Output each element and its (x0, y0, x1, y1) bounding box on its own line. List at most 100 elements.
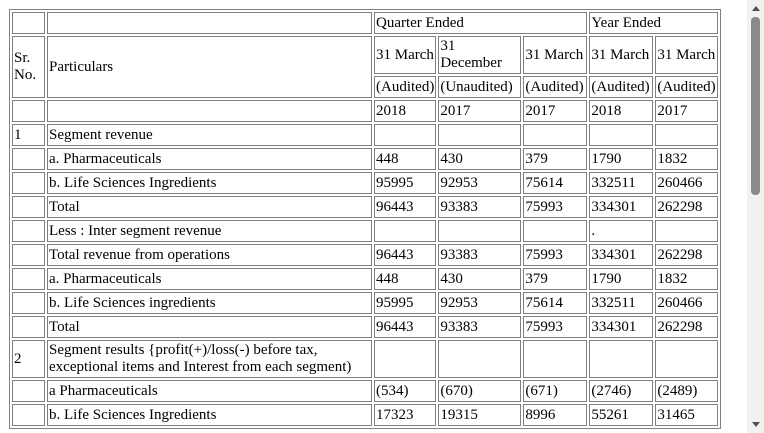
value-cell: 334301 (589, 316, 654, 338)
value-cell: 262298 (655, 196, 718, 218)
header-row-dates: Sr. No. Particulars 31 March 31 December… (12, 36, 718, 98)
value-cell: 92953 (438, 172, 522, 194)
sr-no-cell (12, 292, 45, 314)
value-cell: 334301 (589, 244, 654, 266)
sr-no-cell (12, 380, 45, 402)
table-row: b. Life Sciences ingredients 95995 92953 75… (12, 292, 718, 314)
value-cell: 75614 (523, 292, 588, 314)
value-cell: 448 (374, 148, 437, 170)
value-cell: 96443 (374, 316, 437, 338)
value-cell (374, 340, 437, 378)
sr-no-cell (12, 244, 45, 266)
particulars-cell: Total (47, 196, 372, 218)
value-cell: (2746) (589, 380, 654, 402)
value-cell (655, 124, 718, 146)
value-cell: 448 (374, 268, 437, 290)
table-row: b. Life Sciences Ingredients 95995 92953 75… (12, 172, 718, 194)
value-cell: 75993 (523, 316, 588, 338)
header-row-status: (Audited) (Unaudited) (Audited) (Audited… (12, 76, 718, 98)
sr-no-cell: 2 (12, 340, 45, 378)
value-cell (523, 340, 588, 378)
value-cell: 93383 (438, 196, 522, 218)
date-header: 31 March (589, 36, 654, 74)
value-cell: 92953 (438, 292, 522, 314)
sr-no-cell (12, 220, 45, 242)
value-cell: 430 (438, 268, 522, 290)
sr-no-header: Sr. No. (12, 36, 45, 98)
value-cell (523, 124, 588, 146)
particulars-cell: b. Life Sciences Ingredients (47, 404, 372, 426)
header-blank-cell (12, 12, 45, 34)
value-cell: 334301 (589, 196, 654, 218)
scroll-up-button[interactable] (747, 0, 764, 17)
year-header: 2017 (438, 100, 522, 122)
particulars-cell: Total (47, 316, 372, 338)
value-cell: 75614 (523, 172, 588, 194)
quarter-ended-header: Quarter Ended (374, 12, 588, 34)
table-row: 1 Segment revenue (12, 124, 718, 146)
table-row: a. Pharmaceuticals 448 430 379 1790 1832 (12, 268, 718, 290)
sr-no-cell (12, 316, 45, 338)
scroll-down-button[interactable] (747, 416, 764, 433)
value-cell (655, 220, 718, 242)
table-row: Total 96443 93383 75993 334301 262298 (12, 316, 718, 338)
value-cell: 95995 (374, 292, 437, 314)
value-cell (438, 220, 522, 242)
particulars-cell: b. Life Sciences Ingredients (47, 172, 372, 194)
value-cell: 19315 (438, 404, 522, 426)
value-cell: 93383 (438, 244, 522, 266)
scrollbar-thumb[interactable] (751, 17, 760, 195)
particulars-cell: a Pharmaceuticals (47, 380, 372, 402)
value-cell: 262298 (655, 244, 718, 266)
arrow-up-icon (751, 6, 760, 11)
year-header: 2017 (523, 100, 588, 122)
year-header: 2018 (589, 100, 654, 122)
sr-no-cell: 1 (12, 124, 45, 146)
value-cell: (671) (523, 380, 588, 402)
date-header: 31 March (523, 36, 588, 74)
sr-no-cell (12, 196, 45, 218)
value-cell (589, 340, 654, 378)
value-cell: (534) (374, 380, 437, 402)
value-cell: . (589, 220, 654, 242)
value-cell: 1790 (589, 148, 654, 170)
value-cell: 1790 (589, 268, 654, 290)
value-cell: 93383 (438, 316, 522, 338)
table-body: 1 Segment revenue a. Pharmaceuticals 448 430… (12, 124, 718, 426)
header-row-period: Quarter Ended Year Ended (12, 12, 718, 34)
segment-results-table: Quarter Ended Year Ended Sr. No. Particu… (9, 9, 721, 429)
particulars-cell: Total revenue from operations (47, 244, 372, 266)
particulars-header: Particulars (47, 36, 372, 98)
value-cell: 96443 (374, 196, 437, 218)
value-cell: 96443 (374, 244, 437, 266)
header-row-years: 2018 2017 2017 2018 2017 (12, 100, 718, 122)
sr-no-cell (12, 268, 45, 290)
value-cell: 1832 (655, 148, 718, 170)
value-cell: 31465 (655, 404, 718, 426)
particulars-cell: a. Pharmaceuticals (47, 148, 372, 170)
table-row: a. Pharmaceuticals 448 430 379 1790 1832 (12, 148, 718, 170)
value-cell: 262298 (655, 316, 718, 338)
value-cell: 55261 (589, 404, 654, 426)
header-blank-cell (47, 12, 372, 34)
year-header: 2018 (374, 100, 437, 122)
table-row: Less : Inter segment revenue. (12, 220, 718, 242)
arrow-down-icon (751, 422, 760, 427)
audit-status-header: (Audited) (374, 76, 437, 98)
value-cell: 95995 (374, 172, 437, 194)
audit-status-header: (Audited) (523, 76, 588, 98)
value-cell (374, 220, 437, 242)
value-cell (589, 124, 654, 146)
sr-no-cell (12, 404, 45, 426)
sr-no-cell (12, 172, 45, 194)
value-cell: 17323 (374, 404, 437, 426)
value-cell: 260466 (655, 292, 718, 314)
header-blank-cell (12, 100, 45, 122)
audit-status-header: (Unaudited) (438, 76, 522, 98)
audit-status-header: (Audited) (589, 76, 654, 98)
vertical-scrollbar[interactable] (747, 0, 764, 433)
value-cell (655, 340, 718, 378)
particulars-cell: b. Life Sciences ingredients (47, 292, 372, 314)
date-header: 31 December (438, 36, 522, 74)
